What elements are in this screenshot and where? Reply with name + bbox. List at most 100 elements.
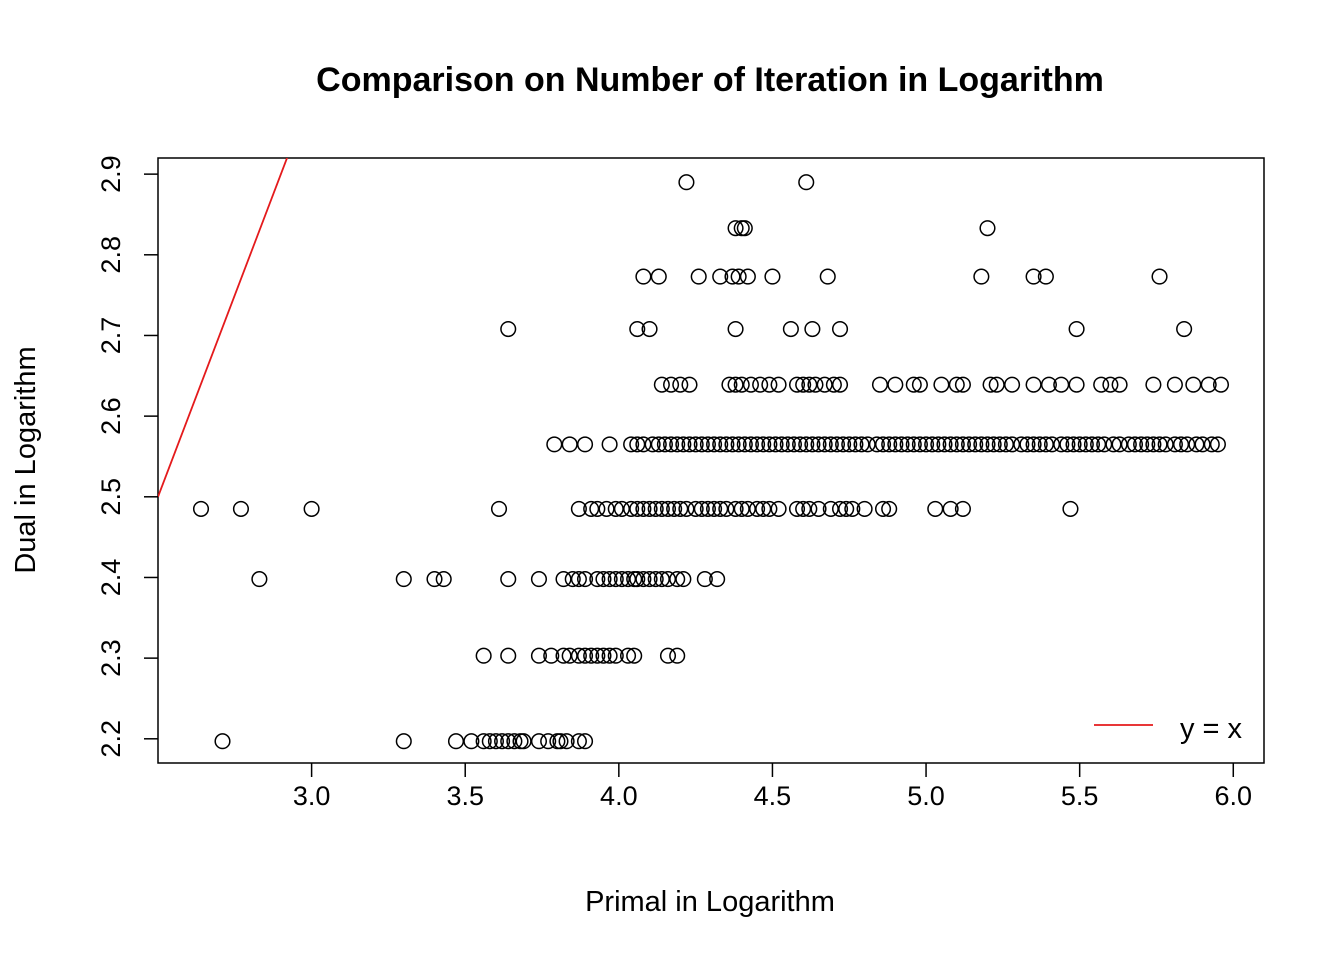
data-point — [706, 436, 723, 453]
data-point — [828, 436, 846, 453]
data-point — [767, 436, 784, 453]
data-point — [659, 500, 677, 517]
data-point — [650, 436, 667, 453]
data-point — [583, 647, 600, 664]
data-point — [739, 500, 756, 517]
data-point — [623, 436, 640, 453]
data-point — [798, 436, 815, 453]
data-point — [724, 268, 741, 285]
y-tick-label: 2.7 — [96, 317, 126, 355]
data-point — [1194, 436, 1211, 453]
data-point — [251, 571, 268, 588]
data-point — [659, 647, 677, 664]
data-point — [871, 376, 889, 393]
data-point — [752, 376, 769, 393]
data-point — [598, 500, 615, 517]
x-tick-label: 4.5 — [754, 781, 792, 811]
data-point — [626, 647, 643, 664]
data-point — [807, 376, 824, 393]
data-point — [1004, 376, 1021, 393]
data-point — [687, 500, 704, 517]
data-point — [1071, 436, 1088, 453]
x-axis-label: Primal in Logarithm — [585, 886, 835, 918]
data-point — [613, 571, 630, 588]
data-point — [447, 733, 465, 750]
data-point — [663, 376, 680, 393]
data-point — [1111, 436, 1128, 453]
data-point — [831, 320, 849, 338]
data-point — [718, 436, 735, 453]
data-point — [742, 436, 759, 453]
data-point — [1200, 376, 1217, 393]
legend: y = x — [1094, 713, 1243, 745]
data-point — [576, 436, 594, 453]
data-point — [641, 571, 658, 588]
data-point — [641, 320, 658, 338]
data-point — [761, 500, 778, 517]
data-point — [678, 174, 695, 191]
data-point — [736, 436, 753, 453]
data-point — [530, 733, 548, 750]
data-point — [761, 436, 778, 453]
data-point — [1068, 320, 1085, 338]
data-point — [635, 571, 652, 588]
data-point — [463, 733, 480, 750]
data-point — [988, 376, 1005, 393]
data-point — [819, 268, 836, 285]
data-point — [727, 500, 744, 517]
data-point — [736, 220, 753, 237]
data-point — [696, 571, 713, 588]
data-point — [733, 376, 750, 393]
data-point — [515, 733, 532, 750]
data-point — [583, 500, 600, 517]
data-point — [788, 376, 806, 393]
data-point — [844, 500, 861, 517]
data-point — [742, 376, 759, 393]
data-point — [653, 376, 670, 393]
data-point — [1111, 376, 1128, 393]
data-point — [942, 500, 959, 517]
x-tick-label: 5.5 — [1061, 781, 1099, 811]
data-point — [1077, 436, 1094, 453]
data-point — [530, 571, 548, 588]
data-point — [712, 500, 729, 517]
data-point — [561, 436, 578, 453]
data-point — [1053, 436, 1070, 453]
data-point — [681, 436, 698, 453]
data-point — [841, 436, 858, 453]
data-point — [1065, 436, 1082, 453]
data-point — [1102, 376, 1119, 393]
data-point — [911, 436, 928, 453]
data-point — [672, 500, 689, 517]
data-point — [733, 500, 750, 517]
data-point — [1037, 268, 1054, 285]
data-point — [487, 733, 504, 750]
data-point — [918, 436, 935, 453]
data-point — [739, 268, 756, 285]
data-point — [426, 571, 443, 588]
data-point — [490, 500, 508, 517]
data-point — [847, 436, 864, 453]
data-point — [835, 436, 852, 453]
data-point — [675, 571, 692, 588]
data-point — [663, 436, 680, 453]
data-point — [540, 733, 557, 750]
data-point — [1151, 268, 1168, 285]
data-point — [647, 500, 664, 517]
data-point — [1037, 436, 1054, 453]
data-point — [1105, 436, 1122, 453]
data-point — [1176, 320, 1193, 338]
data-point — [576, 571, 594, 588]
data-point — [887, 436, 904, 453]
data-point — [629, 320, 646, 338]
data-point — [1025, 268, 1042, 285]
data-point — [1090, 436, 1107, 453]
data-point — [804, 320, 821, 338]
data-point — [1031, 436, 1048, 453]
data-point — [589, 500, 606, 517]
data-point — [810, 436, 827, 453]
data-point — [1139, 436, 1156, 453]
data-point — [303, 500, 320, 517]
data-point — [564, 571, 581, 588]
data-point — [635, 436, 652, 453]
